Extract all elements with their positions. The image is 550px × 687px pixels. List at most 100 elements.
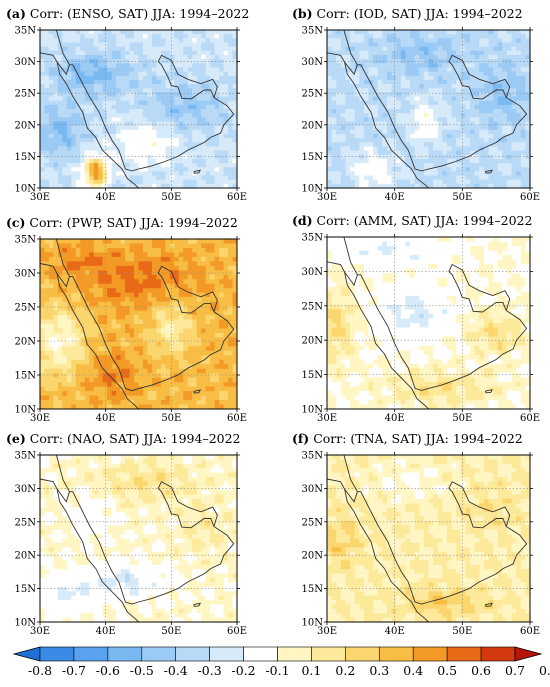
map-cell (40, 121, 46, 127)
map-cell (520, 150, 526, 156)
map-cell (354, 50, 360, 56)
map-cell (437, 92, 443, 98)
map-cell (71, 167, 77, 172)
map-cell (125, 382, 131, 388)
map-cell (414, 63, 420, 69)
map-cell (419, 88, 425, 93)
lat-tick-label: 30N (15, 57, 37, 68)
map-cell (174, 341, 180, 347)
map-cell (169, 364, 175, 370)
map-cell (66, 104, 72, 110)
map-cell (98, 373, 104, 379)
map-cell (75, 34, 81, 39)
map-cell (75, 391, 81, 397)
map-cell (84, 30, 90, 35)
map-cell (460, 30, 467, 35)
map-cell (228, 38, 234, 44)
map-cell (98, 337, 104, 343)
map-cell (98, 239, 104, 245)
map-cell (102, 377, 108, 383)
map-cell (511, 71, 517, 77)
map-cell (419, 163, 425, 168)
map-cell (219, 252, 225, 258)
map-cell (419, 71, 425, 77)
map-cell (214, 324, 220, 330)
map-cell (205, 125, 211, 131)
map-cell (410, 30, 416, 35)
map-cell (102, 239, 108, 245)
map-cell (71, 109, 77, 114)
map-cell (192, 274, 198, 280)
map-cell (44, 341, 50, 347)
map-cell (169, 121, 175, 127)
map-cell (156, 54, 162, 60)
map-cell (196, 247, 202, 254)
map-cell (147, 125, 153, 131)
map-cell (80, 386, 86, 392)
map-cell (120, 283, 126, 289)
map-cell (102, 301, 108, 307)
map-cell (71, 328, 77, 334)
map-cell (80, 368, 86, 374)
map-cell (350, 30, 356, 35)
map-cell (120, 133, 126, 139)
map-cell (474, 146, 480, 152)
map-cell (410, 146, 416, 152)
map-cell (460, 171, 467, 177)
map-cell (442, 96, 448, 102)
map-cell (151, 355, 158, 361)
map-cell (350, 71, 356, 77)
map-cell (178, 179, 184, 185)
map-cell (192, 373, 198, 379)
map-cell (66, 30, 72, 35)
map-cell (48, 150, 55, 156)
map-cell (223, 359, 229, 365)
map-cell (223, 252, 229, 258)
map-cell (151, 364, 158, 370)
map-cell (142, 283, 149, 289)
map-cell (107, 243, 113, 249)
map-cell (187, 265, 193, 271)
map-cell (228, 88, 234, 93)
map-cell (232, 34, 237, 39)
map-cell (336, 88, 342, 93)
map-cell (102, 404, 108, 409)
map-cell (48, 256, 55, 262)
map-cell (506, 146, 513, 152)
map-cell (465, 75, 471, 81)
map-cell (53, 59, 59, 64)
map-cell (363, 167, 370, 172)
map-cell (470, 79, 476, 85)
map-cell (125, 274, 131, 280)
map-cell (120, 59, 126, 64)
map-cell (205, 350, 211, 356)
map-cell (483, 96, 490, 102)
map-cell (125, 243, 131, 249)
map-cell (446, 88, 453, 93)
map-cell (102, 71, 108, 77)
map-cell (84, 167, 90, 172)
map-cell (192, 88, 198, 93)
map-cell (219, 100, 225, 106)
map-cell (165, 332, 171, 339)
map-cell (151, 247, 158, 254)
map-cell (80, 247, 86, 254)
map-cell (53, 71, 59, 77)
map-cell (40, 324, 46, 330)
map-cell (483, 154, 490, 160)
map-cell (223, 315, 229, 321)
map-cell (423, 54, 430, 60)
map-cell (71, 350, 77, 356)
map-cell (479, 150, 485, 156)
map-cell (460, 133, 467, 139)
map-cell (151, 30, 158, 35)
map-cell (223, 243, 229, 249)
map-cell (331, 158, 337, 164)
map-cell (93, 315, 99, 321)
map-cell (470, 133, 476, 139)
map-cell (442, 100, 448, 106)
map-cell (169, 154, 175, 160)
map-cell (386, 38, 393, 44)
map-cell (368, 154, 374, 160)
map-cell (460, 121, 467, 127)
